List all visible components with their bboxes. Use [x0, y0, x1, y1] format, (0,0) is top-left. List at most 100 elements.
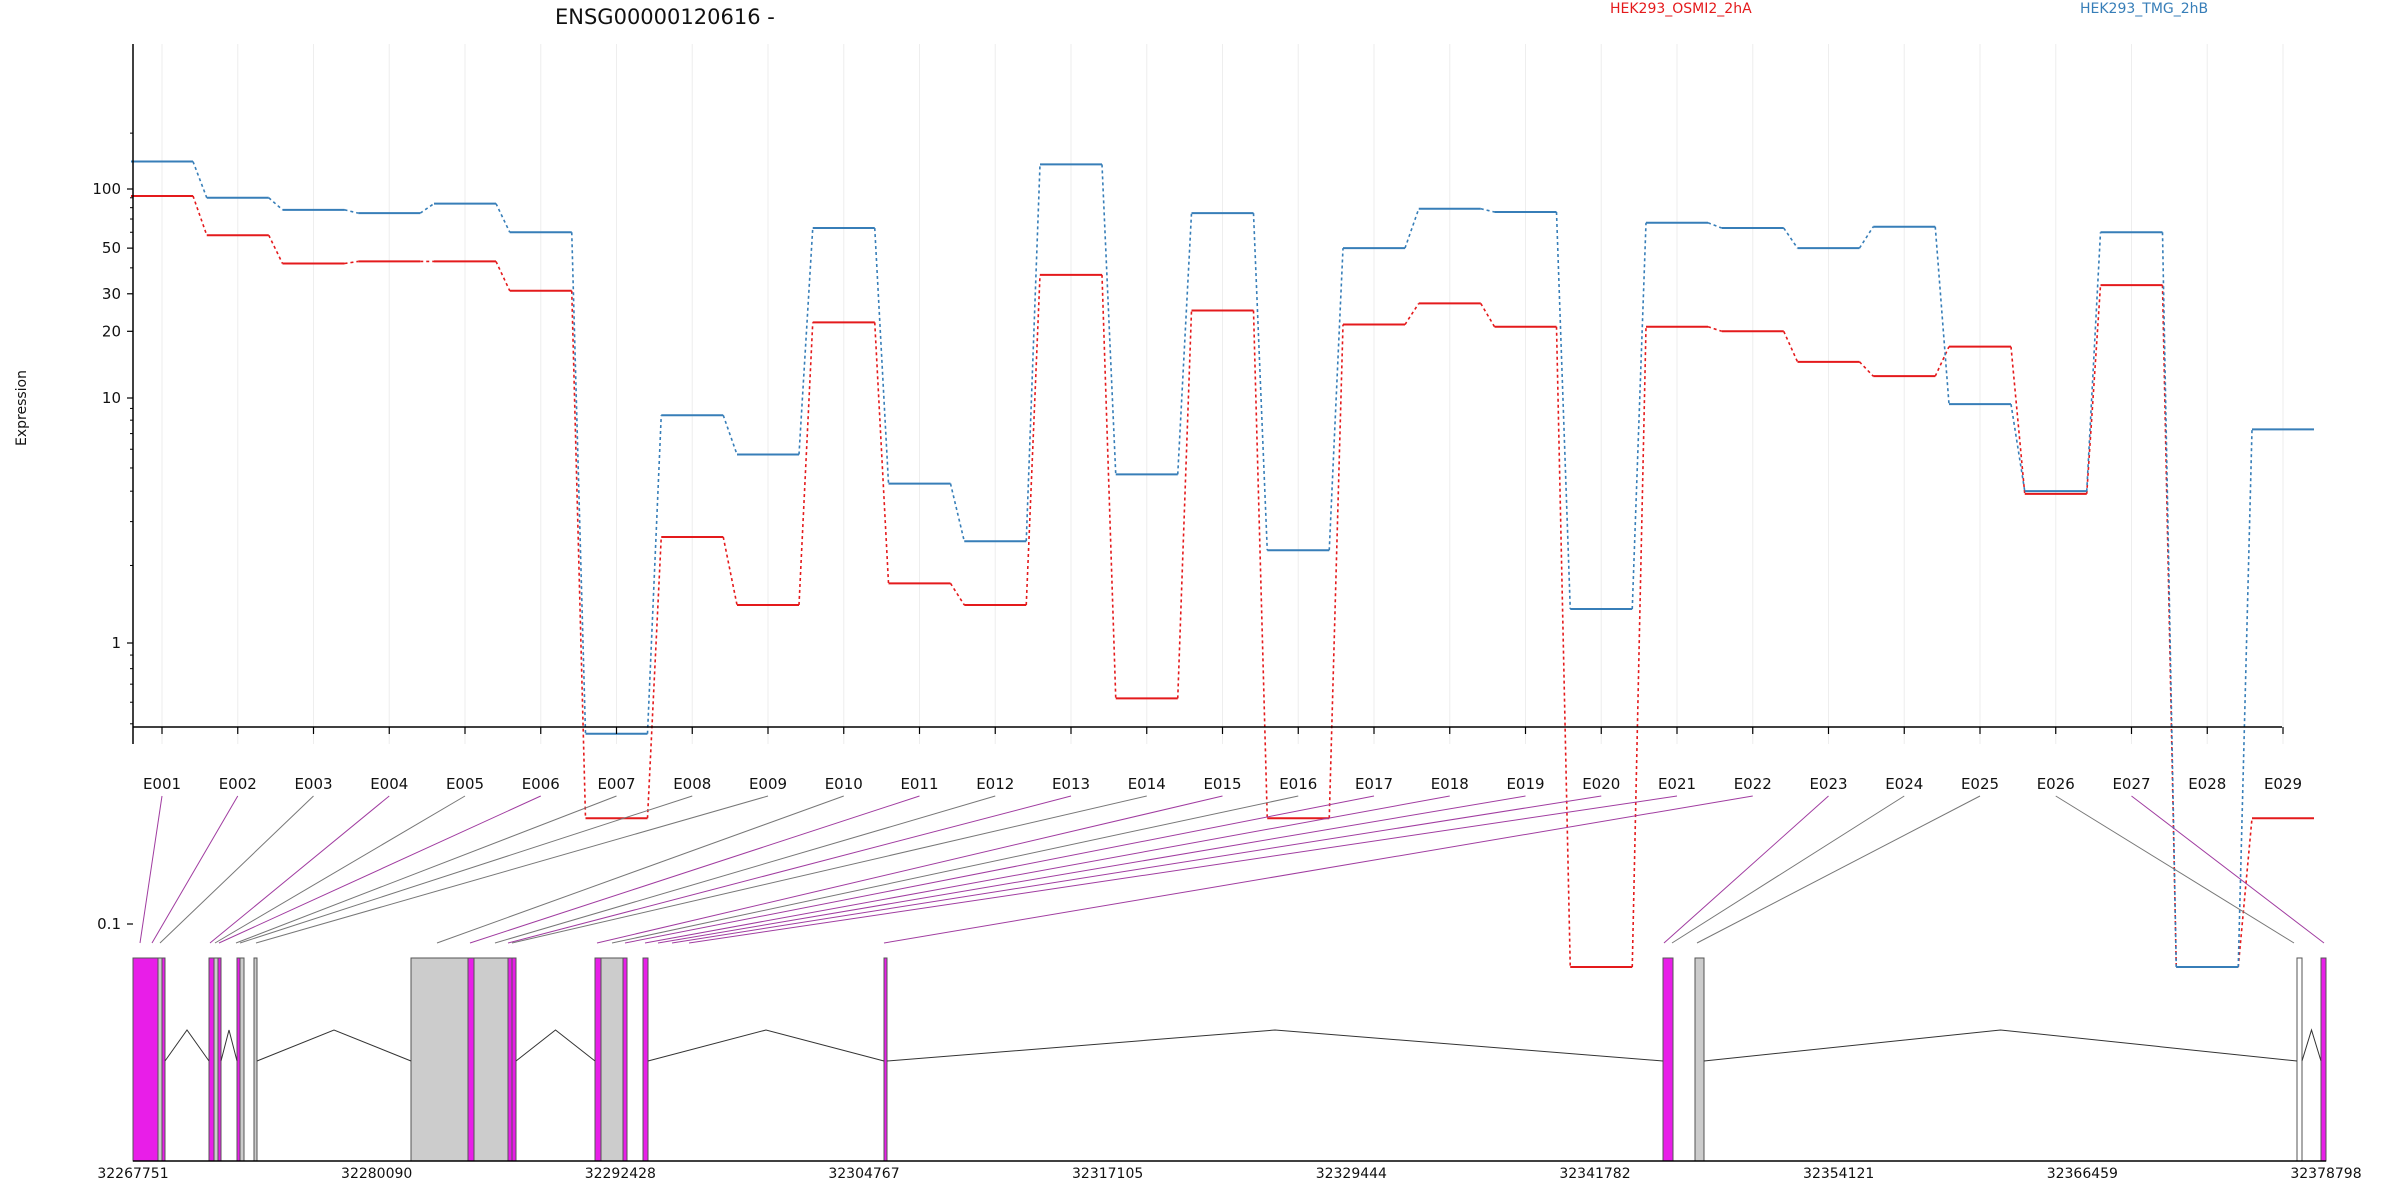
- exon-block: [600, 957, 624, 1162]
- legend-entry: HEK293_OSMI2_2hA: [1610, 1, 1752, 17]
- x-tick-label: E010: [825, 775, 863, 793]
- series-connector: [268, 197, 284, 211]
- series-connector: [419, 202, 435, 214]
- exon-link-line: [159, 795, 314, 944]
- x-tick-label: E004: [370, 775, 408, 793]
- coordinate-label: 32354121: [1803, 1166, 1874, 1182]
- exon-link-line: [2055, 795, 2295, 944]
- series-connector: [1707, 222, 1723, 229]
- x-tick-label: E028: [2188, 775, 2226, 793]
- exon-link-line: [657, 795, 1526, 944]
- y-tick-label: 1: [111, 634, 121, 652]
- exon-link-line: [1663, 795, 1829, 944]
- exon-link-line: [235, 795, 617, 944]
- exon-block: [2320, 957, 2327, 1162]
- series-connector: [949, 483, 966, 542]
- exon-link-line: [596, 795, 1223, 944]
- exon-link-line: [139, 795, 163, 944]
- exon-block: [239, 957, 245, 1162]
- series-group: [131, 194, 2314, 969]
- x-tick-label: E018: [1431, 775, 1469, 793]
- exon-link-line: [214, 795, 466, 944]
- series-connector: [1404, 208, 1420, 249]
- series-connector: [646, 536, 663, 819]
- x-tick-label: E021: [1658, 775, 1696, 793]
- x-tick-label: E014: [1128, 775, 1166, 793]
- exon-link-line: [611, 795, 1299, 944]
- coordinate-label: 32292428: [585, 1166, 656, 1182]
- series-connector: [1101, 274, 1117, 699]
- x-tick-label: E002: [219, 775, 257, 793]
- y-axis-label: Expression: [14, 370, 30, 446]
- exon-block: [2296, 957, 2303, 1162]
- exon-block: [132, 957, 159, 1162]
- series-connector: [1404, 302, 1420, 325]
- y-tick-label: 10: [102, 389, 121, 407]
- y-tick-label: 100: [92, 180, 121, 198]
- exon-block: [213, 957, 219, 1162]
- exon-block: [594, 957, 602, 1162]
- y-tick-label: 0.1: [97, 915, 121, 933]
- series-connector: [1101, 164, 1117, 475]
- x-tick-label: E025: [1961, 775, 1999, 793]
- x-tick-label: E009: [749, 775, 787, 793]
- series-connector: [1480, 303, 1496, 328]
- series-connector: [2161, 232, 2178, 968]
- intron-line: [220, 1029, 238, 1062]
- exon-link-line: [239, 795, 693, 944]
- series-connector: [1480, 207, 1495, 213]
- exon-block: [1662, 957, 1674, 1162]
- series-connector: [1252, 310, 1269, 819]
- exon-block: [883, 957, 888, 1162]
- series-connector: [192, 161, 208, 199]
- exon-links-layer: [139, 795, 2325, 944]
- grid-layer: [161, 44, 2284, 744]
- exon-link-line: [494, 795, 996, 944]
- series-connector: [1025, 164, 1041, 542]
- series-connector: [495, 203, 511, 233]
- x-tick-label: E001: [143, 775, 181, 793]
- exon-block: [507, 957, 513, 1162]
- x-tick-label: E003: [294, 775, 332, 793]
- exon-link-line: [151, 795, 239, 944]
- series-connector: [949, 582, 965, 606]
- series-connector: [798, 322, 814, 605]
- exon-link-line: [507, 795, 1072, 944]
- series-connector: [1858, 361, 1874, 377]
- series-connector: [1176, 213, 1193, 475]
- series-connector: [2237, 818, 2253, 968]
- series-connector: [1858, 226, 1874, 249]
- exon-block: [1694, 957, 1705, 1162]
- series-layer: [131, 160, 2314, 969]
- exon-link-line: [436, 795, 844, 944]
- series-connector: [2085, 232, 2102, 492]
- x-tick-label: E017: [1355, 775, 1393, 793]
- coordinate-label: 32378798: [2290, 1166, 2361, 1182]
- exon-block: [253, 957, 258, 1162]
- series-connector: [1176, 310, 1193, 699]
- series-connector: [1783, 330, 1799, 363]
- intron-line: [164, 1029, 210, 1062]
- coordinate-label: 32341782: [1559, 1166, 1630, 1182]
- intron-line: [2301, 1028, 2322, 1062]
- series-connector: [344, 260, 359, 265]
- coordinate-label: 32366459: [2047, 1166, 2118, 1182]
- intron-line: [886, 1029, 1664, 1062]
- exon-link-line: [255, 795, 769, 944]
- series-connector: [570, 232, 587, 734]
- exon-block: [217, 957, 222, 1162]
- exon-link-line: [218, 795, 541, 944]
- x-tick-label: E016: [1279, 775, 1317, 793]
- x-tick-label: E007: [597, 775, 635, 793]
- series-connector: [268, 234, 284, 264]
- series-connector: [2010, 346, 2026, 494]
- exon-block: [467, 957, 475, 1162]
- y-tick-label: 20: [102, 322, 121, 340]
- x-tick-label: E013: [1052, 775, 1090, 793]
- series-connector: [1328, 324, 1344, 819]
- series-connector: [1555, 211, 1572, 610]
- series-connector: [192, 195, 208, 236]
- exon-link-line: [1696, 795, 1981, 944]
